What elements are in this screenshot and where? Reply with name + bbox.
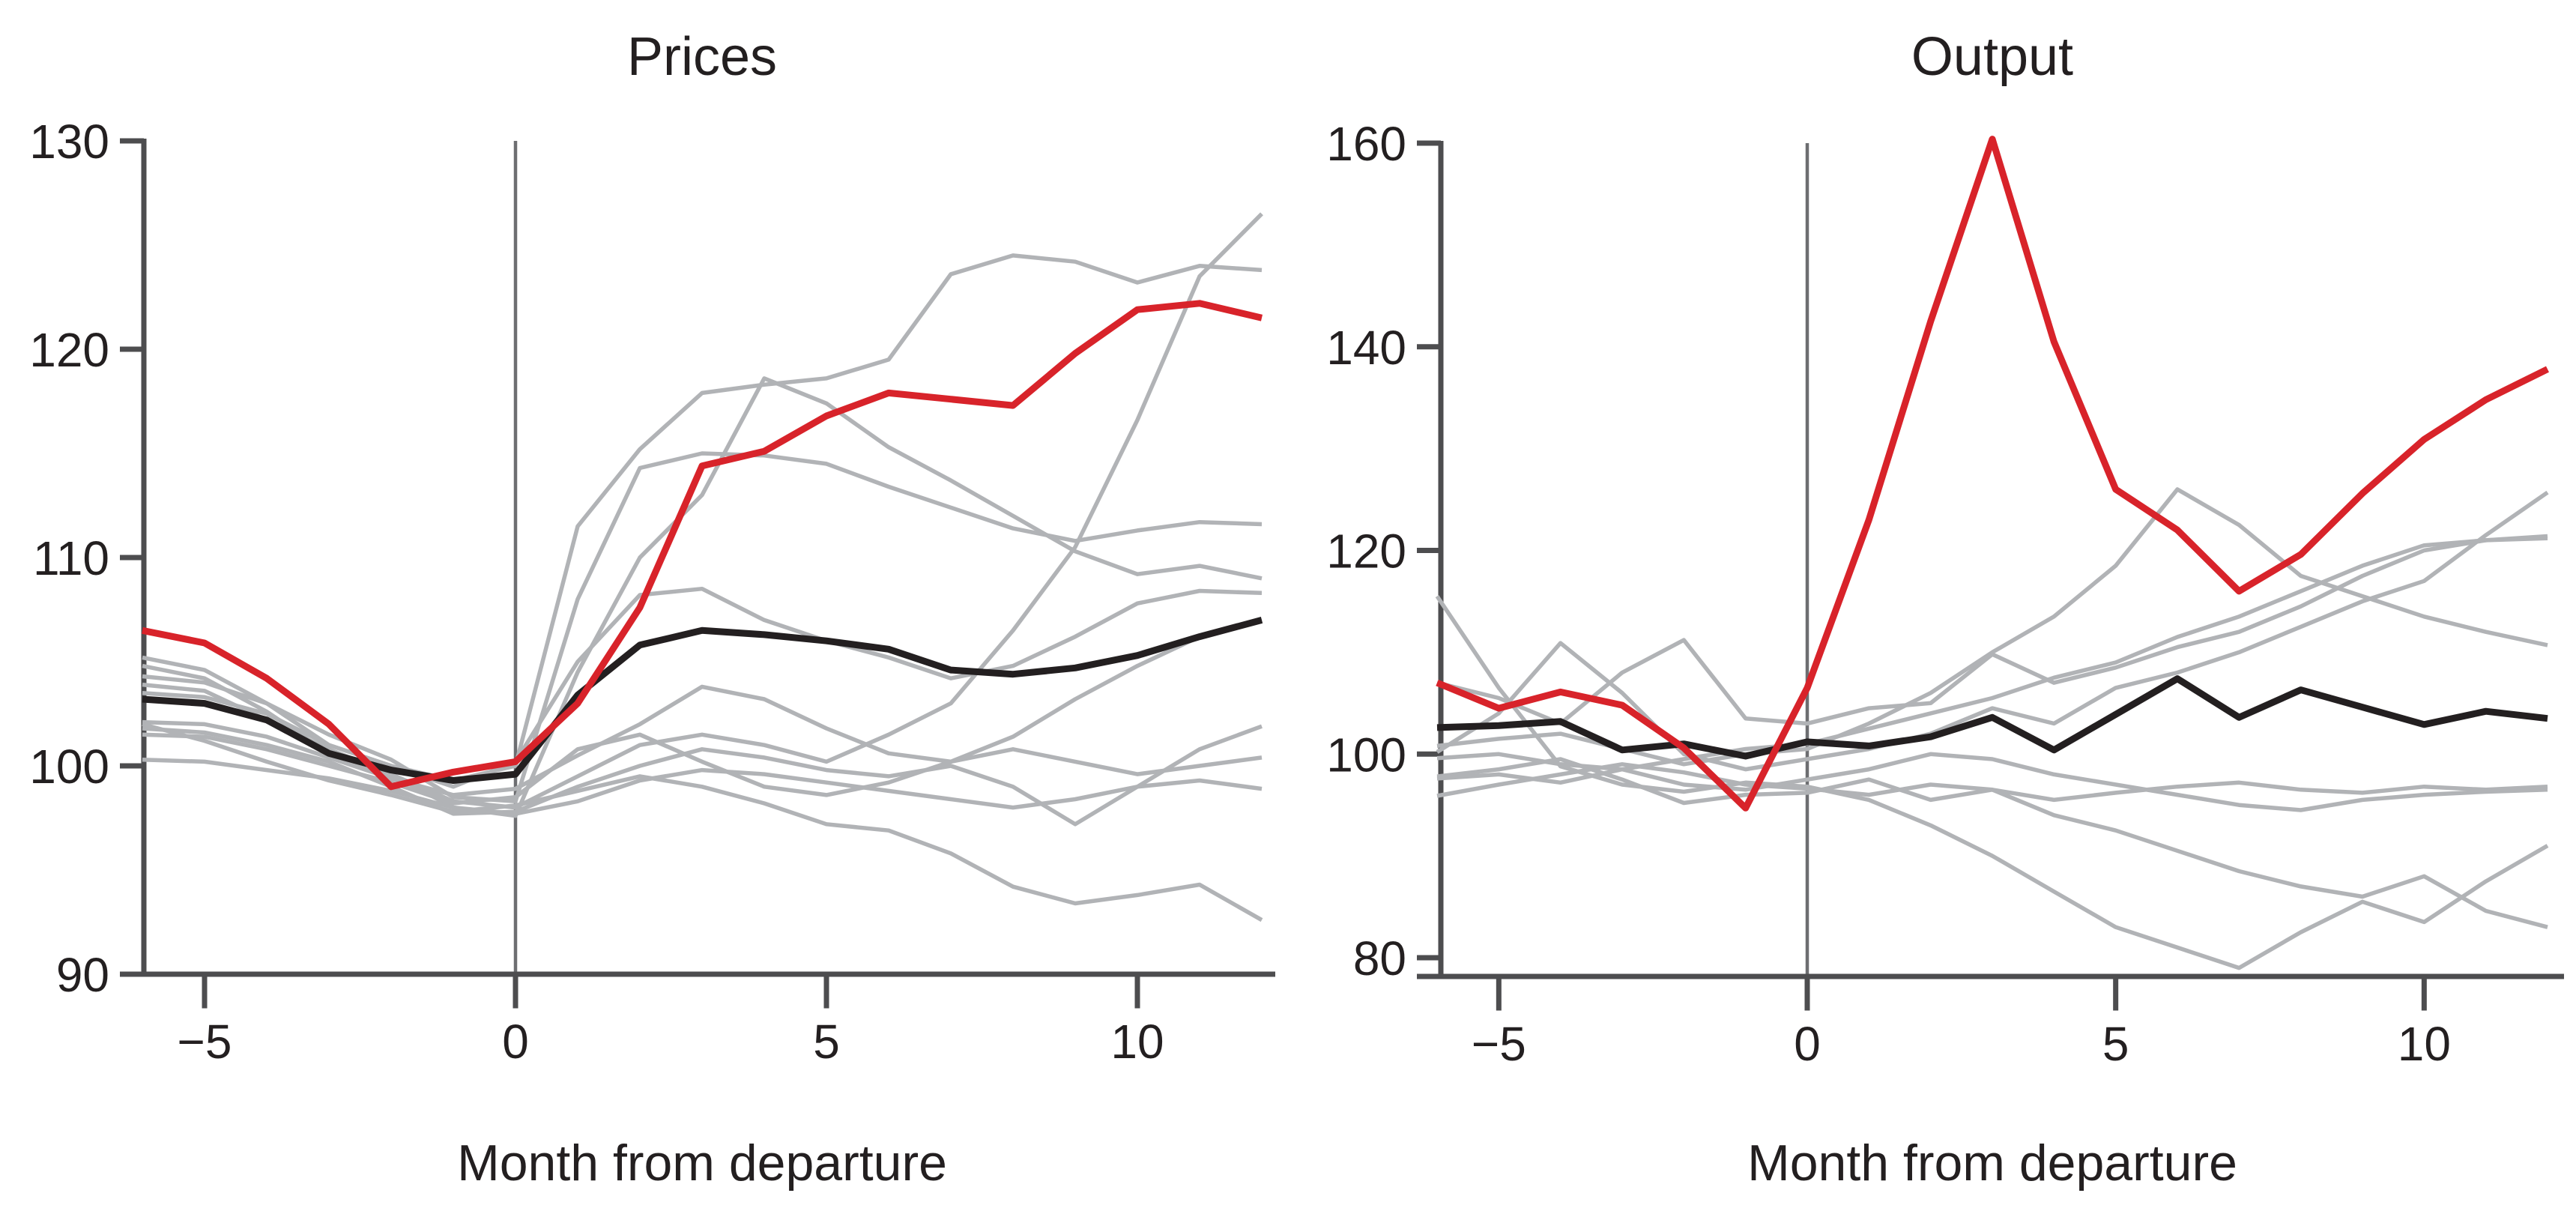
prices-series-gray-7-line xyxy=(142,724,1263,827)
prices-y-tick-label: 90 xyxy=(56,948,109,1002)
prices-panel: 90 100 110 120 130 −5 0 5 10 Prices Month from dep… xyxy=(29,27,1275,1192)
prices-series-gray-6-line xyxy=(142,617,1263,797)
output-series-highlighted-line xyxy=(1436,136,2549,812)
output-series-gray-1-line xyxy=(1435,595,2549,970)
prices-series-gray-10-line xyxy=(142,722,1263,922)
prices-series-gray-1-line xyxy=(142,253,1263,783)
output-x-tick-label: −5 xyxy=(1472,1017,1526,1071)
output-x-tick-label: 0 xyxy=(1794,1017,1821,1071)
prices-y-tick-label: 110 xyxy=(33,531,109,585)
output-series-gray-4-line xyxy=(1436,487,2548,767)
prices-x-tick-label: 0 xyxy=(502,1015,529,1069)
output-series-gray-5-line xyxy=(1436,490,2549,772)
prices-y-tick-label: 120 xyxy=(29,323,109,377)
prices-y-tick-label: 130 xyxy=(29,115,109,169)
output-x-tick-label: 10 xyxy=(2398,1017,2451,1071)
output-y-tick-label: 120 xyxy=(1326,525,1406,579)
prices-series-gray-3-line xyxy=(142,451,1263,804)
prices-series-average-line xyxy=(142,617,1263,784)
output-series-gray-6-line xyxy=(1436,534,2548,726)
prices-title: Prices xyxy=(627,27,777,87)
output-panel: 80 100 120 140 160 −5 0 5 10 Output Month from dep… xyxy=(1326,27,2564,1192)
output-title: Output xyxy=(1911,27,2073,87)
output-series-gray-3-line xyxy=(1436,762,2548,803)
prices-x-tick-label: 5 xyxy=(813,1015,840,1069)
output-y-tick-label: 80 xyxy=(1353,931,1406,985)
output-series-average-line xyxy=(1436,675,2548,760)
prices-series-gray-5-line xyxy=(142,586,1263,789)
prices-series-gray-4-line xyxy=(142,212,1263,810)
prices-x-tick-label: −5 xyxy=(178,1015,232,1069)
prices-y-tick-label: 100 xyxy=(29,740,109,794)
output-y-tick-label: 140 xyxy=(1326,321,1406,375)
output-y-tick-label: 100 xyxy=(1326,728,1406,782)
prices-series-gray-8-line xyxy=(142,732,1263,806)
output-x-tick-label: 5 xyxy=(2102,1017,2129,1071)
output-series-gray-2-line xyxy=(1436,757,2548,929)
prices-series-highlighted-line xyxy=(142,300,1263,791)
prices-x-tick-label: 10 xyxy=(1110,1015,1164,1069)
output-series-gray-8-line xyxy=(1436,752,2548,812)
output-y-tick-label: 160 xyxy=(1326,117,1406,171)
output-x-axis-label: Month from departure xyxy=(1747,1135,2237,1192)
prices-x-axis-label: Month from departure xyxy=(457,1135,947,1192)
